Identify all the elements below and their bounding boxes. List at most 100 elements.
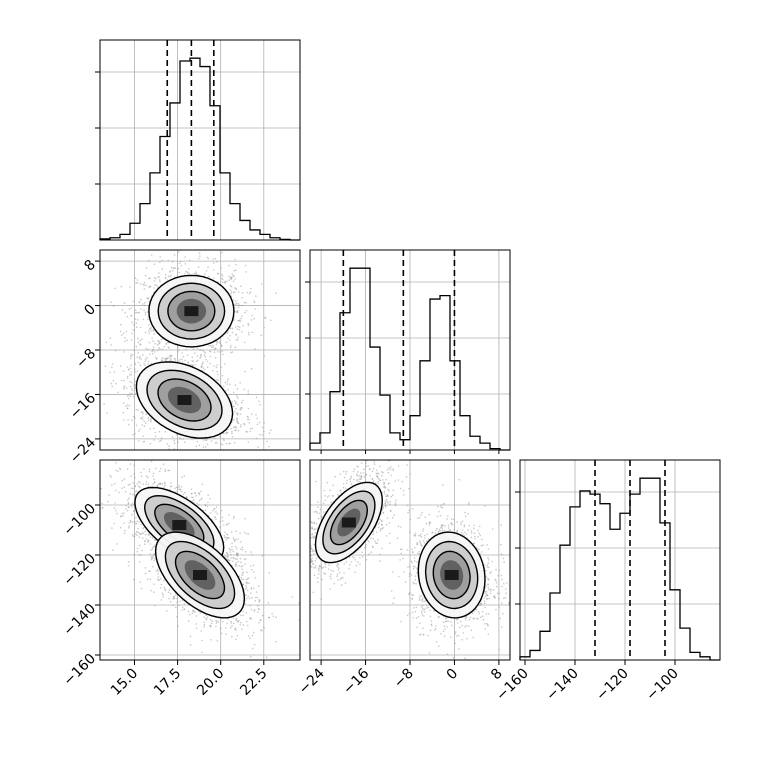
sample-point [109,474,111,477]
sample-point [144,358,147,360]
sample-point [141,416,144,418]
pair-panel-p0-p1 [99,249,301,465]
sample-point [242,578,245,581]
sample-point [145,538,148,540]
sample-point [197,504,200,506]
sample-point [243,388,246,391]
sample-point [176,486,178,489]
sample-point [231,432,233,435]
sample-point [228,537,230,539]
sample-point [134,417,136,419]
sample-point [127,497,130,500]
sample-point [201,483,204,486]
sample-point [123,379,125,382]
sample-point [169,271,171,273]
sample-point [225,556,227,558]
hist-panel-p2 [515,459,721,661]
sample-point [168,589,171,591]
sample-point [190,364,192,366]
sample-point [213,365,215,367]
sample-point [177,625,179,627]
sample-point [119,526,122,529]
sample-point [235,429,237,432]
sample-point [239,532,241,534]
sample-point [230,351,232,354]
sample-point [133,504,135,506]
sample-point [179,600,181,603]
sample-point [138,440,140,442]
sample-point [250,588,253,590]
density-peak [184,306,199,317]
sample-point [207,501,209,504]
sample-point [194,463,196,465]
sample-point [226,552,229,555]
sample-point [187,361,189,364]
sample-point [221,281,224,284]
sample-point [169,276,171,278]
sample-point [239,382,241,384]
sample-point [229,383,231,386]
sample-point [137,547,139,550]
sample-point [145,413,147,415]
sample-point [153,287,155,289]
sample-point [134,318,137,320]
sample-point [270,319,272,322]
sample-point [236,558,238,560]
sample-point [233,539,235,541]
sample-point [240,317,242,320]
sample-point [141,418,144,421]
sample-point [147,483,150,485]
sample-point [124,340,126,343]
sample-point [200,630,202,632]
sample-point [177,267,180,270]
sample-point [112,379,115,382]
sample-point [130,364,132,366]
sample-point [235,326,237,328]
sample-point [213,262,215,264]
sample-point [243,341,246,344]
sample-point [110,476,112,478]
sample-point [173,254,176,256]
sample-point [175,491,177,493]
sample-point [166,279,169,281]
sample-point [201,363,203,366]
sample-point [184,273,186,275]
sample-point [126,366,129,368]
sample-point [231,400,233,403]
sample-point [237,306,240,309]
sample-point [136,326,138,329]
sample-point [240,621,242,624]
sample-point [236,302,238,305]
sample-point [154,284,156,287]
sample-point [134,432,136,435]
sample-point [207,266,209,269]
sample-point [126,404,129,406]
sample-point [141,411,144,413]
sample-point [158,279,161,281]
sample-point [143,468,145,470]
sample-point [156,349,159,352]
sample-point [192,360,195,363]
sample-point [162,451,164,453]
sample-point [129,385,132,388]
sample-point [160,338,163,341]
sample-point [152,346,155,348]
sample-point [131,506,133,508]
sample-point [181,476,183,479]
sample-point [142,527,145,530]
sample-point [230,626,232,629]
sample-point [196,502,198,505]
sample-point [130,381,133,384]
sample-point [132,416,135,418]
sample-point [226,383,228,385]
sample-point [155,467,157,470]
sample-point [122,402,125,404]
sample-point [213,351,216,354]
sample-point [239,413,242,416]
sample-point [151,548,154,551]
sample-point [144,311,147,314]
sample-point [227,522,230,525]
sample-point [254,308,257,310]
sample-point [173,442,176,445]
